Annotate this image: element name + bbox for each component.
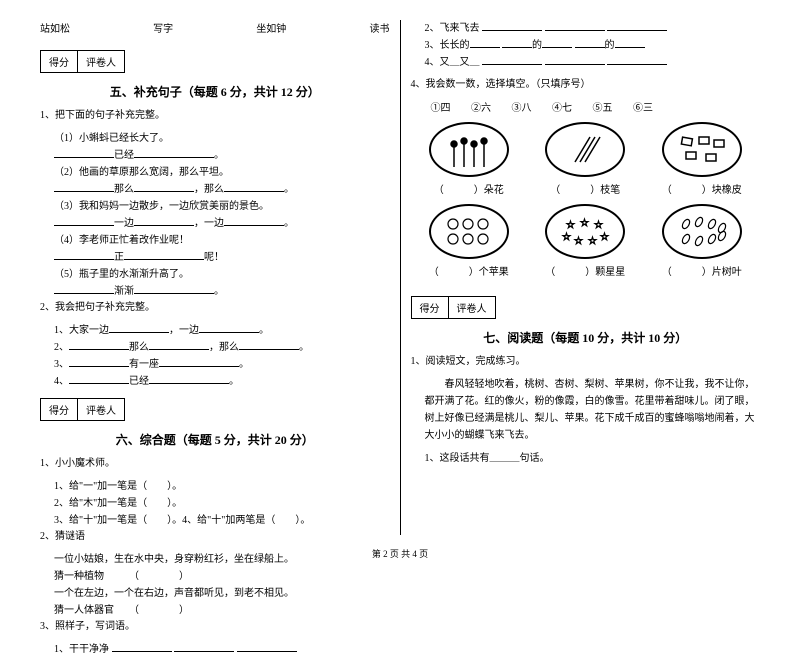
- q5-1-2: （2）他画的草原那么宽阔，那么平坦。: [40, 164, 390, 181]
- eraser-icon: [662, 122, 742, 177]
- q5-2-2: 2、那么，那么。: [40, 339, 390, 356]
- svg-text:☆: ☆: [600, 232, 609, 243]
- star-icon: ☆☆☆☆☆☆☆: [545, 204, 625, 259]
- img-row-2: （ ）个苹果 ☆☆☆☆☆☆☆（ ）颗星星 （ ）片树叶: [411, 204, 761, 278]
- q7-1-1: 1、这段话共有＿＿＿句话。: [411, 450, 761, 467]
- svg-text:☆: ☆: [562, 232, 571, 243]
- svg-text:☆: ☆: [566, 220, 575, 231]
- q6-2: 2、猜谜语: [40, 529, 390, 545]
- q5-1-1: （1）小蝌蚪已经长大了。: [40, 130, 390, 147]
- q6-1-3: 3、给"十"加一笔是（ ）。4、给"十"加两笔是（ ）。: [40, 512, 390, 529]
- score-label: 得分: [41, 51, 78, 72]
- q6-3-1: 1、干干净净: [40, 641, 390, 658]
- leaf-icon: [662, 204, 742, 259]
- q5-2-4: 4、已经。: [40, 373, 390, 390]
- q5-1-4: （4）李老师正忙着改作业呢！: [40, 232, 390, 249]
- q5-1-3: （3）我和妈妈一边散步，一边欣赏美丽的景色。: [40, 198, 390, 215]
- grader-label: 评卷人: [78, 399, 124, 420]
- svg-text:☆: ☆: [574, 236, 583, 247]
- cap-1: （ ）朵花: [429, 181, 509, 196]
- q5-2: 2、我会把句子补充完整。: [40, 300, 390, 316]
- q6-2-1b: 猜一种植物 （ ）: [40, 568, 390, 585]
- score-box-6: 得分 评卷人: [40, 398, 125, 421]
- score-box-5: 得分 评卷人: [40, 50, 125, 73]
- q5-1-1b: 已经。: [40, 147, 390, 164]
- svg-text:☆: ☆: [588, 236, 597, 247]
- section-6-title: 六、综合题（每题 5 分，共计 20 分）: [40, 431, 390, 448]
- q6-1-1: 1、给"一"加一笔是（ ）。: [40, 478, 390, 495]
- score-label: 得分: [412, 297, 449, 318]
- section-7-title: 七、阅读题（每题 10 分，共计 10 分）: [411, 329, 761, 346]
- q5-1-4b: 正呢！: [40, 249, 390, 266]
- q6-1-2: 2、给"木"加一笔是（ ）。: [40, 495, 390, 512]
- q6-2-2a: 一个在左边，一个在右边，声音都听见，到老不相见。: [40, 585, 390, 602]
- apple-icon: [429, 204, 509, 259]
- q5-1-3b: 一边，一边。: [40, 215, 390, 232]
- grader-label: 评卷人: [449, 297, 495, 318]
- top-d: 读书: [369, 20, 389, 35]
- q5-2-3: 3、有一座。: [40, 356, 390, 373]
- cap-6: （ ）片树叶: [662, 263, 742, 278]
- grader-label: 评卷人: [78, 51, 124, 72]
- top-row: 站如松 写字 坐如钟 读书: [40, 20, 390, 35]
- top-a: 站如松: [40, 20, 70, 35]
- top-b: 写字: [153, 20, 173, 35]
- page-footer: 第 2 页 共 4 页: [0, 547, 800, 560]
- q7-para: 春风轻轻地吹着，桃树、杏树、梨树、苹果树，你不让我，我不让你，都开满了花。红的像…: [411, 376, 761, 444]
- top-c: 坐如钟: [256, 20, 286, 35]
- q6-4: 4、我会数一数，选择填空。（只填序号）: [411, 77, 761, 93]
- r-3: 3、长长的 的 的: [411, 37, 761, 54]
- q7-1: 1、阅读短文，完成练习。: [411, 354, 761, 370]
- q5-2-1: 1、大家一边，一边。: [40, 322, 390, 339]
- cap-5: （ ）颗星星: [545, 263, 625, 278]
- cap-2: （ ）枝笔: [545, 181, 625, 196]
- q6-1: 1、小小魔术师。: [40, 456, 390, 472]
- img-row-1: （ ）朵花 （ ）枝笔 （ ）块橡皮: [411, 122, 761, 196]
- q5-1-5b: 渐渐。: [40, 283, 390, 300]
- r-4: 4、又＿又＿: [411, 54, 761, 71]
- score-box-7: 得分 评卷人: [411, 296, 496, 319]
- q6-2-2b: 猜一人体器官 （ ）: [40, 602, 390, 619]
- r-2: 2、飞来飞去: [411, 20, 761, 37]
- svg-text:☆: ☆: [594, 220, 603, 231]
- score-label: 得分: [41, 399, 78, 420]
- q5-1: 1、把下面的句子补充完整。: [40, 108, 390, 124]
- q6-3: 3、照样子，写词语。: [40, 619, 390, 635]
- cap-3: （ ）块橡皮: [662, 181, 742, 196]
- q5-1-2b: 那么，那么。: [40, 181, 390, 198]
- svg-text:☆: ☆: [580, 218, 589, 229]
- q5-1-5: （5）瓶子里的水渐渐升高了。: [40, 266, 390, 283]
- cap-4: （ ）个苹果: [429, 263, 509, 278]
- pencil-icon: [545, 122, 625, 177]
- section-5-title: 五、补充句子（每题 6 分，共计 12 分）: [40, 83, 390, 100]
- flower-icon: [429, 122, 509, 177]
- num-options: ①四 ②六 ③八 ④七 ⑤五 ⑥三: [411, 99, 761, 114]
